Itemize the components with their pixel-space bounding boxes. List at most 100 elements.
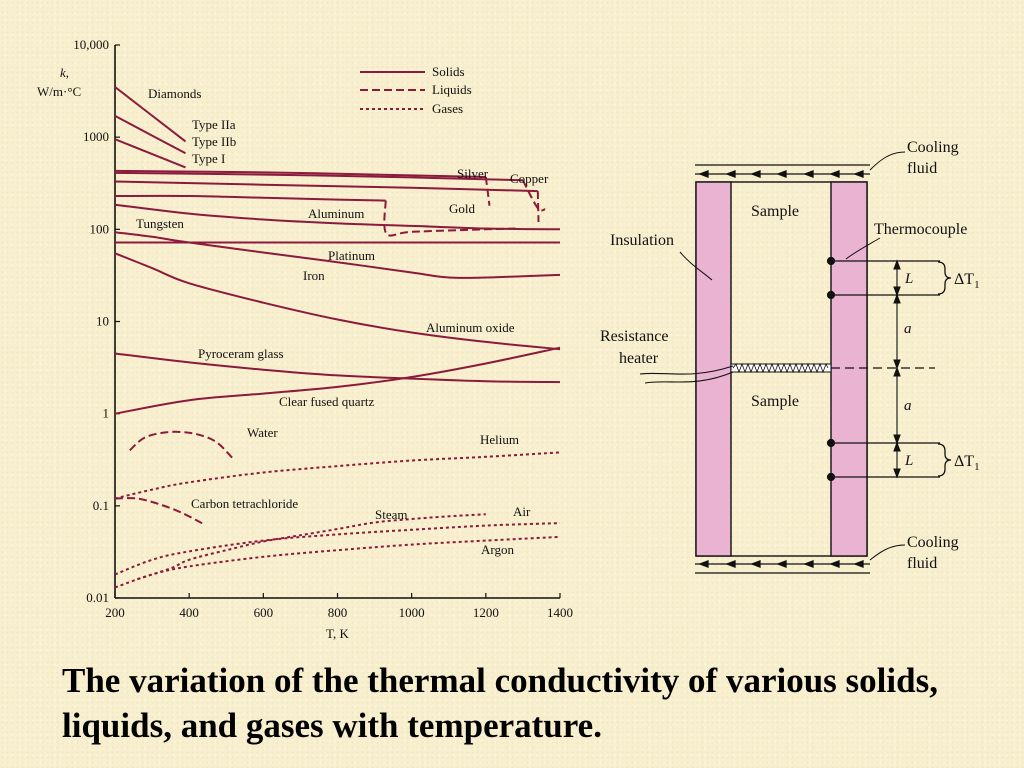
cooling-pointer-top bbox=[869, 151, 906, 171]
curve-pyroceram-glass bbox=[114, 352, 561, 384]
x-tick-label: 600 bbox=[254, 605, 274, 620]
label-gold: Gold bbox=[449, 201, 476, 216]
curve-helium bbox=[114, 451, 561, 500]
label-clear-fused-quartz: Clear fused quartz bbox=[279, 394, 375, 409]
y-axis-title-line-2: W/m·°C bbox=[37, 84, 81, 99]
y-tick-label: 0.01 bbox=[86, 590, 109, 605]
delta-t-top-symbol: ΔT bbox=[954, 271, 974, 288]
thermocouple-leads bbox=[826, 256, 940, 482]
label-type-iia: Type IIa bbox=[192, 117, 236, 132]
thermocouple-junction bbox=[826, 472, 836, 482]
x-tick-label: 800 bbox=[328, 605, 348, 620]
label-type-i: Type I bbox=[192, 151, 225, 166]
y-tick-label: 1 bbox=[103, 406, 110, 421]
curve-silver bbox=[114, 169, 486, 178]
legend: Solids Liquids Gases bbox=[360, 64, 472, 116]
label-aluminum: Aluminum bbox=[308, 206, 364, 221]
legend-liquids-label: Liquids bbox=[432, 82, 472, 97]
y-tick-label: 100 bbox=[90, 221, 110, 236]
label-iron: Iron bbox=[303, 268, 325, 283]
label-steam: Steam bbox=[375, 507, 408, 522]
delta-t-bottom-symbol: ΔT bbox=[954, 453, 974, 470]
cooling-fluid-top-line-2: fluid bbox=[907, 160, 937, 177]
ticks: 200 400 600 800 1000 1200 1400 0.01 0.1 1 10 100 100… bbox=[73, 37, 573, 620]
delta-t-top-sub: 1 bbox=[974, 279, 980, 291]
y-axis-title-line-1: k, bbox=[60, 65, 69, 80]
y-tick-label: 10,000 bbox=[73, 37, 109, 52]
curves bbox=[114, 86, 561, 589]
resistance-heater-line-1: Resistance bbox=[600, 328, 668, 345]
insulation-left bbox=[695, 181, 732, 557]
x-tick-label: 400 bbox=[179, 605, 199, 620]
heater-leads bbox=[639, 365, 734, 384]
sample-top-label: Sample bbox=[751, 203, 799, 220]
cooling-fluid-bottom-line-1: Cooling bbox=[907, 534, 959, 551]
curve-segment-liquid bbox=[536, 191, 540, 223]
curve-air bbox=[114, 522, 561, 576]
heater-coil bbox=[732, 362, 829, 374]
thermocouple-junction bbox=[826, 256, 836, 266]
y-tick-label: 0.1 bbox=[93, 498, 109, 513]
curve-aluminum bbox=[114, 194, 386, 202]
label-water: Water bbox=[247, 425, 278, 440]
sample-bottom-label: Sample bbox=[751, 393, 799, 410]
label-tungsten: Tungsten bbox=[136, 216, 184, 231]
curve-type-iib bbox=[114, 115, 186, 155]
legend-gases-label: Gases bbox=[432, 101, 463, 116]
brace-bottom bbox=[937, 443, 952, 477]
delta-t-bottom: ΔT1 bbox=[954, 453, 980, 473]
insulation-pointer bbox=[679, 251, 713, 281]
dimension-L-top: L bbox=[904, 271, 913, 287]
top-cooling-flow bbox=[695, 164, 870, 178]
label-helium: Helium bbox=[480, 432, 519, 447]
legend-solids-label: Solids bbox=[432, 64, 465, 79]
delta-t-bottom-sub: 1 bbox=[974, 461, 980, 473]
insulation-label: Insulation bbox=[610, 232, 674, 249]
delta-t-top: ΔT1 bbox=[954, 271, 980, 291]
curve-aluminum-oxide bbox=[114, 252, 561, 351]
x-tick-label: 1000 bbox=[399, 605, 425, 620]
dimension-a-top: a bbox=[904, 321, 912, 337]
curve-tungsten bbox=[114, 203, 561, 231]
dimension-arrows bbox=[893, 259, 901, 479]
heater-element bbox=[730, 363, 832, 373]
cooling-fluid-top-line-1: Cooling bbox=[907, 139, 959, 156]
resistance-heater-line-2: heater bbox=[619, 350, 659, 367]
thermocouple-junction bbox=[826, 438, 836, 448]
curve-iron bbox=[114, 231, 561, 279]
label-pyroceram-glass: Pyroceram glass bbox=[198, 346, 284, 361]
curve-carbon-tetrachloride bbox=[114, 497, 205, 526]
y-tick-label: 1000 bbox=[83, 129, 109, 144]
brace-top bbox=[937, 261, 952, 295]
label-argon: Argon bbox=[481, 542, 514, 557]
thermocouple-junction bbox=[826, 290, 836, 300]
test-apparatus-diagram: Cooling fluid Sample Thermocouple Insula… bbox=[600, 139, 980, 574]
dimension-a-bottom: a bbox=[904, 398, 912, 414]
label-aluminum-oxide: Aluminum oxide bbox=[426, 320, 515, 335]
insulation-right bbox=[830, 181, 868, 557]
thermal-conductivity-chart: 200 400 600 800 1000 1200 1400 0.01 0.1 1 10 100 100… bbox=[37, 37, 573, 641]
curve-clear-fused-quartz bbox=[114, 346, 561, 415]
cooling-fluid-bottom-line-2: fluid bbox=[907, 555, 937, 572]
label-air: Air bbox=[513, 504, 531, 519]
x-tick-label: 200 bbox=[105, 605, 125, 620]
figure: 200 400 600 800 1000 1200 1400 0.01 0.1 1 10 100 100… bbox=[37, 37, 980, 641]
dimension-L-bottom: L bbox=[904, 453, 913, 469]
curve-copper bbox=[114, 171, 523, 182]
curve-steam bbox=[136, 513, 486, 581]
bottom-cooling-flow bbox=[695, 560, 870, 574]
label-carbon-tetrachloride: Carbon tetrachloride bbox=[191, 496, 298, 511]
x-tick-label: 1400 bbox=[547, 605, 573, 620]
label-type-iib: Type IIb bbox=[192, 134, 236, 149]
label-diamonds: Diamonds bbox=[148, 86, 201, 101]
label-platinum: Platinum bbox=[328, 248, 375, 263]
y-tick-label: 10 bbox=[96, 314, 109, 329]
thermocouple-pointer bbox=[845, 237, 881, 260]
cooling-pointer-bottom bbox=[869, 544, 906, 561]
thermocouple-label: Thermocouple bbox=[874, 221, 967, 238]
curve-type-i bbox=[114, 138, 186, 169]
curve-type-iia bbox=[114, 86, 187, 143]
curve-segment-liquid bbox=[484, 176, 491, 206]
curve-water bbox=[129, 430, 235, 461]
figure-caption: The variation of the thermal conductivit… bbox=[62, 661, 938, 745]
